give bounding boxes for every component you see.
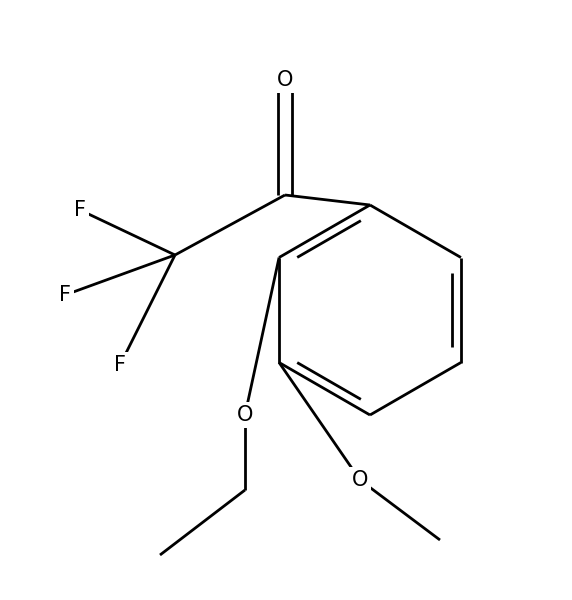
Text: O: O: [237, 405, 253, 425]
Text: F: F: [74, 200, 86, 220]
Text: O: O: [277, 70, 293, 90]
Text: F: F: [59, 285, 71, 305]
Text: F: F: [114, 355, 126, 375]
Text: O: O: [352, 470, 368, 490]
